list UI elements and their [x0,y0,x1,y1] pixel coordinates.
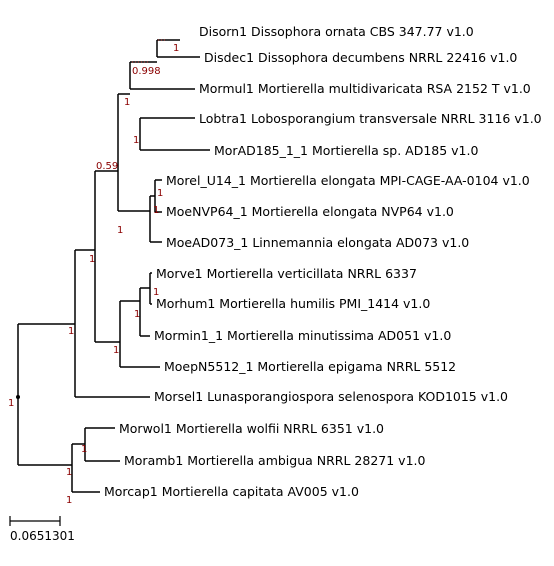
support-value: 1 [66,495,72,506]
branch-clade-upper [94,170,120,343]
support-value: 0.998 [132,66,161,77]
support-value: 1 [113,345,119,356]
branch-verticillata-group [119,300,160,368]
support-value: 1 [153,205,159,216]
taxon-label: MoeNVP64_1 Mortierella elongata NVP64 v1… [166,204,454,219]
branch-lobosporangium [139,117,210,151]
taxon-label: Disdec1 Dissophora decumbens NRRL 22416 … [204,50,517,65]
branch-clade-dissophora [117,93,150,212]
branch-wolfii-pair [84,427,120,462]
support-value: 1 [134,309,140,320]
support-value: 1 [157,188,163,199]
branch-elongata-pair [154,179,162,213]
taxon-labels: Disorn1 Dissophora ornata CBS 347.77 v1.… [104,24,542,499]
taxon-label: Morwol1 Mortierella wolfii NRRL 6351 v1.… [119,421,384,436]
taxon-label: Mormin1_1 Mortierella minutissima AD051 … [154,328,451,343]
taxon-label: Morsel1 Lunasporangiospora selenospora K… [154,389,508,404]
tree-branches [16,39,210,493]
branch-elongata-group [149,195,162,243]
branch-root [17,323,75,466]
taxon-label: Disorn1 Dissophora ornata CBS 347.77 v1.… [199,24,474,39]
support-value: 1 [124,97,130,108]
taxon-label: MoeAD073_1 Linnemannia elongata AD073 v1… [166,235,469,250]
branch-clade-main [74,249,150,398]
taxon-label: Morel_U14_1 Mortierella elongata MPI-CAG… [166,173,530,188]
taxon-label: Morve1 Mortierella verticillata NRRL 633… [156,266,417,281]
root-marker [16,395,20,399]
taxon-label: Morhum1 Mortierella humilis PMI_1414 v1.… [156,296,430,311]
support-value: 1 [173,43,179,54]
scale-bar: 0.0651301 [9,516,75,543]
branch-dissophora-group [129,61,195,90]
taxon-label: Lobtra1 Lobosporangium transversale NRRL… [199,111,542,126]
branch-clade-wolfii [71,443,100,493]
support-value: 1 [81,444,87,455]
support-value: 1 [66,467,72,478]
taxon-label: Morcap1 Mortierella capitata AV005 v1.0 [104,484,359,499]
taxon-label: Mormul1 Mortierella multidivaricata RSA … [199,81,531,96]
taxon-label: MoepN5512_1 Mortierella epigama NRRL 551… [164,359,456,374]
taxon-label: Moramb1 Mortierella ambigua NRRL 28271 v… [124,453,425,468]
branch-dissophora-pair [156,39,200,58]
scale-bar-line [9,516,61,526]
support-value: 1 [8,398,14,409]
branch-verticillata-pair [149,272,152,305]
support-value: 1 [117,225,123,236]
support-value: 1 [153,287,159,298]
support-value: 1 [68,326,74,337]
support-value: 1 [89,254,95,265]
scale-bar-label: 0.0651301 [10,529,75,543]
support-values: 1 0.998 1 0.59 1 1 1 1 1 1 1 1 1 1 1 1 1 [8,43,179,506]
support-value: 0.59 [96,161,118,172]
truncation-marks [132,39,166,63]
branch-verticillata-sub [139,287,150,337]
support-value: 1 [133,135,139,146]
taxon-label: MorAD185_1_1 Mortierella sp. AD185 v1.0 [214,143,478,158]
